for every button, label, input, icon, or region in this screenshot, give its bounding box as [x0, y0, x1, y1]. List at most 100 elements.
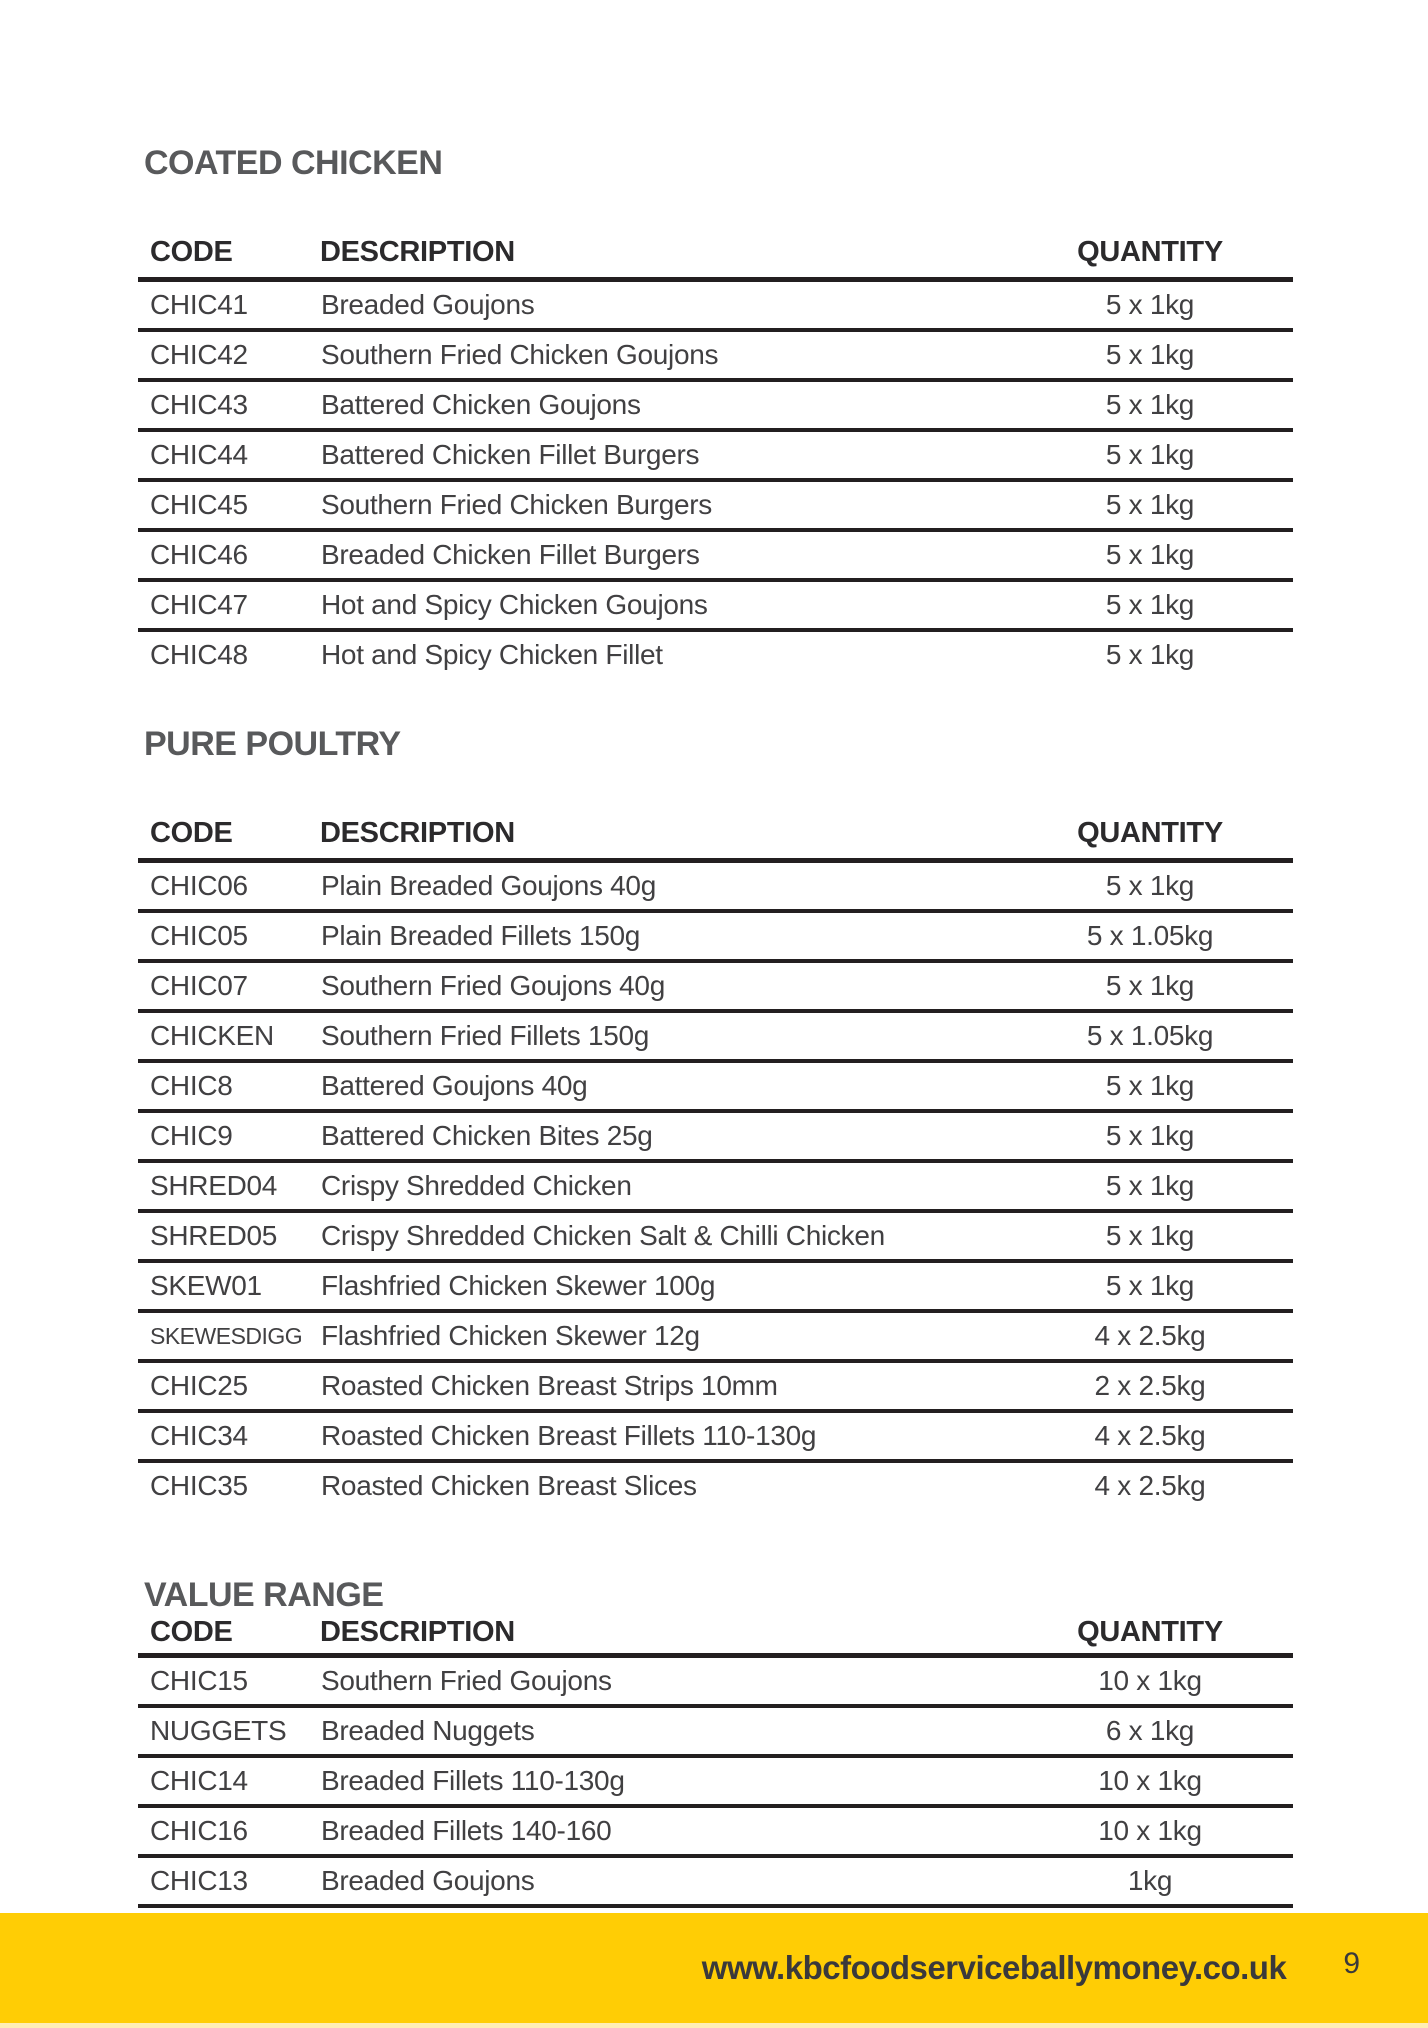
section-value-range: VALUE RANGE CODE DESCRIPTION QUANTITY CHIC15… — [138, 1577, 1293, 1908]
quantity-cell: 5 x 1kg — [1035, 530, 1265, 582]
table-row: CHIC47 Hot and Spicy Chicken Goujons 5 x 1… — [138, 580, 1293, 632]
spacer-cell — [1265, 580, 1293, 632]
description-cell: Roasted Chicken Breast Slices — [321, 1470, 697, 1501]
quantity-cell: 5 x 1kg — [1035, 1111, 1265, 1163]
quantity-cell: 5 x 1kg — [1035, 1211, 1265, 1263]
spacer-cell — [1265, 1706, 1293, 1758]
section-title: COATED CHICKEN — [144, 144, 443, 182]
quantity-cell: 5 x 1kg — [1035, 380, 1265, 432]
description-cell: Flashfried Chicken Skewer 12g — [320, 1311, 1035, 1363]
code-cell: CHIC42 — [138, 330, 320, 382]
description-cell: Breaded Fillets 110-130g — [320, 1756, 1035, 1808]
description-cell: Southern Fried Goujons 40g — [320, 961, 1035, 1013]
spacer-cell — [1265, 480, 1293, 532]
description-cell: Battered Chicken Fillet Burgers — [320, 430, 1035, 482]
code-cell: CHIC34 — [138, 1411, 320, 1463]
spacer-cell — [1265, 911, 1293, 963]
description-cell: Hot and Spicy Chicken Fillet — [321, 639, 663, 670]
description-cell: Southern Fried Fillets 150g — [320, 1011, 1035, 1063]
table-row: SHRED04 Crispy Shredded Chicken 5 x 1kg — [138, 1161, 1293, 1213]
code-cell: CHIC35 — [150, 1470, 248, 1501]
spacer-cell — [1265, 1411, 1293, 1463]
spacer-cell — [1265, 1361, 1293, 1413]
code-cell: CHIC9 — [138, 1111, 320, 1163]
product-table: CODE DESCRIPTION QUANTITY CHIC06 Plain Bread… — [138, 804, 1293, 1509]
quantity-cell: 10 x 1kg — [1035, 1806, 1265, 1858]
code-cell: CHIC45 — [138, 480, 320, 532]
code-cell: CHIC41 — [138, 279, 320, 332]
table-row: NUGGETS Breaded Nuggets 6 x 1kg — [138, 1706, 1293, 1758]
spacer-cell — [1265, 1011, 1293, 1063]
code-cell: CHIC25 — [138, 1361, 320, 1413]
quantity-cell: 6 x 1kg — [1035, 1706, 1265, 1758]
table-row: CHIC15 Southern Fried Goujons 10 x 1kg — [138, 1655, 1293, 1708]
table-row: CHIC8 Battered Goujons 40g 5 x 1kg — [138, 1061, 1293, 1113]
description-cell: Breaded Chicken Fillet Burgers — [320, 530, 1035, 582]
code-cell: CHIC13 — [138, 1856, 320, 1908]
description-cell: Southern Fried Chicken Burgers — [320, 480, 1035, 532]
spacer-cell — [1265, 860, 1293, 913]
spacer-cell — [1265, 1161, 1293, 1213]
quantity-cell: 5 x 1kg — [1035, 860, 1265, 913]
spacer-cell — [1265, 1806, 1293, 1858]
code-cell: CHIC44 — [138, 430, 320, 482]
description-cell: Breaded Nuggets — [320, 1706, 1035, 1758]
spacer-cell — [1265, 330, 1293, 382]
footer: www.kbcfoodserviceballymoney.co.uk 9 — [0, 1913, 1428, 2023]
table-row: SKEWESDIGG Flashfried Chicken Skewer 12g 4… — [138, 1311, 1293, 1363]
spacer-cell — [1265, 430, 1293, 482]
column-header-quantity: QUANTITY — [1035, 1613, 1265, 1658]
spacer-cell — [1265, 630, 1293, 678]
description-cell: Plain Breaded Goujons 40g — [320, 860, 1035, 913]
spacer-cell — [1265, 279, 1293, 332]
column-header-code: CODE — [138, 804, 320, 863]
spacer-cell — [1265, 961, 1293, 1013]
table-row: CHICKEN Southern Fried Fillets 150g 5 x 1.… — [138, 1011, 1293, 1063]
quantity-cell: 5 x 1kg — [1035, 961, 1265, 1013]
description-cell: Southern Fried Goujons — [320, 1655, 1035, 1708]
description-cell: Battered Chicken Goujons — [320, 380, 1035, 432]
section-pure-poultry: PURE POULTRY CODE DESCRIPTION QUANTITY CHIC0… — [138, 726, 1293, 1509]
spacer-cell — [1265, 380, 1293, 432]
code-cell: CHIC05 — [138, 911, 320, 963]
description-cell: Plain Breaded Fillets 150g — [320, 911, 1035, 963]
quantity-cell: 10 x 1kg — [1035, 1756, 1265, 1808]
quantity-cell: 2 x 2.5kg — [1035, 1361, 1265, 1413]
spacer-cell — [1265, 1655, 1293, 1708]
column-header-quantity: QUANTITY — [1035, 223, 1265, 282]
code-cell: SHRED04 — [138, 1161, 320, 1213]
quantity-cell: 5 x 1kg — [1035, 279, 1265, 332]
description-cell: Southern Fried Chicken Goujons — [320, 330, 1035, 382]
description-cell: Battered Goujons 40g — [320, 1061, 1035, 1113]
spacer-cell — [1265, 1061, 1293, 1113]
spacer-cell — [1265, 1461, 1293, 1509]
code-cell: CHIC14 — [138, 1756, 320, 1808]
code-cell: CHIC47 — [138, 580, 320, 632]
table-row: CHIC43 Battered Chicken Goujons 5 x 1kg — [138, 380, 1293, 432]
code-cell: CHIC15 — [138, 1655, 320, 1708]
quantity-cell: 1kg — [1035, 1856, 1265, 1908]
code-cell: CHIC46 — [138, 530, 320, 582]
table-row: CHIC35 Roasted Chicken Breast Slices 4 x 2… — [138, 1461, 1293, 1509]
catalog: COATED CHICKEN CODE DESCRIPTION QUANTITY CHI… — [138, 0, 1293, 1908]
table-row: CHIC07 Southern Fried Goujons 40g 5 x 1kg — [138, 961, 1293, 1013]
description-cell: Breaded Fillets 140-160 — [320, 1806, 1035, 1858]
column-header-description: DESCRIPTION — [320, 223, 1035, 282]
code-cell: CHIC07 — [138, 961, 320, 1013]
table-row: CHIC25 Roasted Chicken Breast Strips 10mm… — [138, 1361, 1293, 1413]
column-header-spacer — [1265, 804, 1293, 863]
table-row: CHIC16 Breaded Fillets 140-160 10 x 1kg — [138, 1806, 1293, 1858]
code-cell: NUGGETS — [138, 1706, 320, 1758]
section-title: VALUE RANGE — [144, 1576, 384, 1614]
table-row: CHIC44 Battered Chicken Fillet Burgers 5 x… — [138, 430, 1293, 482]
column-header-code: CODE — [138, 223, 320, 282]
footer-url[interactable]: www.kbcfoodserviceballymoney.co.uk — [701, 1949, 1287, 1986]
quantity-cell: 5 x 1kg — [1035, 1161, 1265, 1213]
spacer-cell — [1265, 1856, 1293, 1908]
table-row: CHIC14 Breaded Fillets 110-130g 10 x 1kg — [138, 1756, 1293, 1808]
quantity-cell: 5 x 1kg — [1105, 639, 1195, 670]
column-header-quantity: QUANTITY — [1035, 804, 1265, 863]
description-cell: Roasted Chicken Breast Fillets 110-130g — [320, 1411, 1035, 1463]
spacer-cell — [1265, 1261, 1293, 1313]
